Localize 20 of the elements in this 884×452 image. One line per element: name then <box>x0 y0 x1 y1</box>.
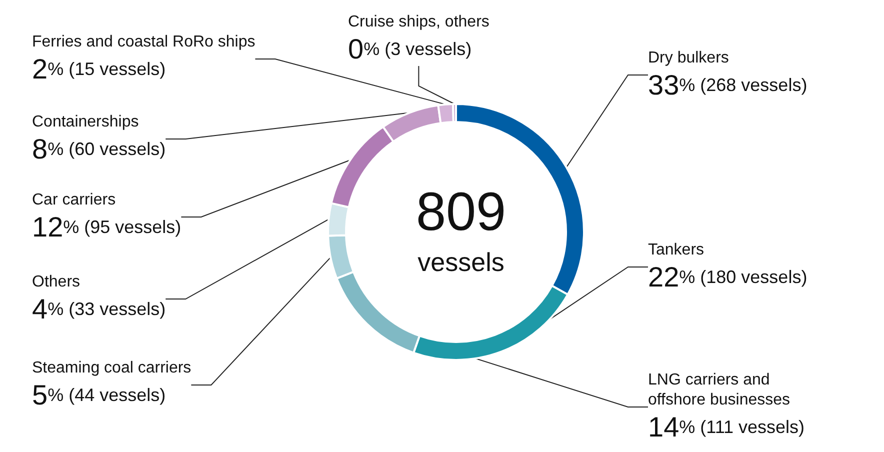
text: vessels <box>418 247 504 277</box>
data-label: 8% (60 vessels) <box>32 134 166 164</box>
data-label: 4% (33 vessels) <box>32 294 166 324</box>
slice-label: Tankers <box>648 242 704 258</box>
data-label: 33% (268 vessels) <box>648 70 808 100</box>
slice-label: Dry bulkers <box>648 50 729 66</box>
data-label: 0% (3 vessels) <box>348 34 472 64</box>
data-label: 14% (111 vessels) <box>648 412 805 442</box>
slice-label: Others <box>32 274 80 290</box>
slice-label: Ferries and coastal RoRo ships <box>32 34 256 50</box>
data-label: 22% (180 vessels) <box>648 262 808 292</box>
slice-label: Car carriers <box>32 192 116 208</box>
data-label: 2% (15 vessels) <box>32 54 166 84</box>
slice-label: Steaming coal carriers <box>32 360 192 376</box>
slice-label: Cruise ships, others <box>348 14 490 30</box>
slice-label: LNG carriers and offshore businesses <box>648 372 790 408</box>
text: 809 <box>416 182 506 242</box>
data-label: 12% (95 vessels) <box>32 212 182 242</box>
slice-label: Containerships <box>32 114 139 130</box>
data-label: 5% (44 vessels) <box>32 380 166 410</box>
